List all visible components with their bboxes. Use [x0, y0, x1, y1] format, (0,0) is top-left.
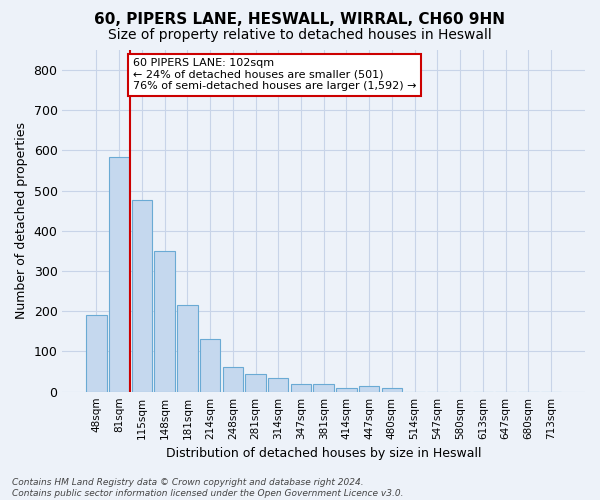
- Bar: [223, 367, 243, 392]
- Bar: [359, 386, 379, 392]
- X-axis label: Distribution of detached houses by size in Heswall: Distribution of detached houses by size …: [166, 447, 481, 460]
- Bar: [131, 200, 152, 392]
- Bar: [313, 384, 334, 392]
- Bar: [86, 316, 107, 392]
- Bar: [291, 384, 311, 392]
- Bar: [200, 340, 220, 392]
- Bar: [109, 156, 130, 392]
- Y-axis label: Number of detached properties: Number of detached properties: [15, 122, 28, 320]
- Bar: [177, 306, 197, 392]
- Text: 60 PIPERS LANE: 102sqm
← 24% of detached houses are smaller (501)
76% of semi-de: 60 PIPERS LANE: 102sqm ← 24% of detached…: [133, 58, 416, 91]
- Bar: [382, 388, 402, 392]
- Bar: [268, 378, 289, 392]
- Bar: [245, 374, 266, 392]
- Text: Size of property relative to detached houses in Heswall: Size of property relative to detached ho…: [108, 28, 492, 42]
- Bar: [154, 251, 175, 392]
- Bar: [336, 388, 356, 392]
- Text: Contains HM Land Registry data © Crown copyright and database right 2024.
Contai: Contains HM Land Registry data © Crown c…: [12, 478, 404, 498]
- Text: 60, PIPERS LANE, HESWALL, WIRRAL, CH60 9HN: 60, PIPERS LANE, HESWALL, WIRRAL, CH60 9…: [95, 12, 505, 28]
